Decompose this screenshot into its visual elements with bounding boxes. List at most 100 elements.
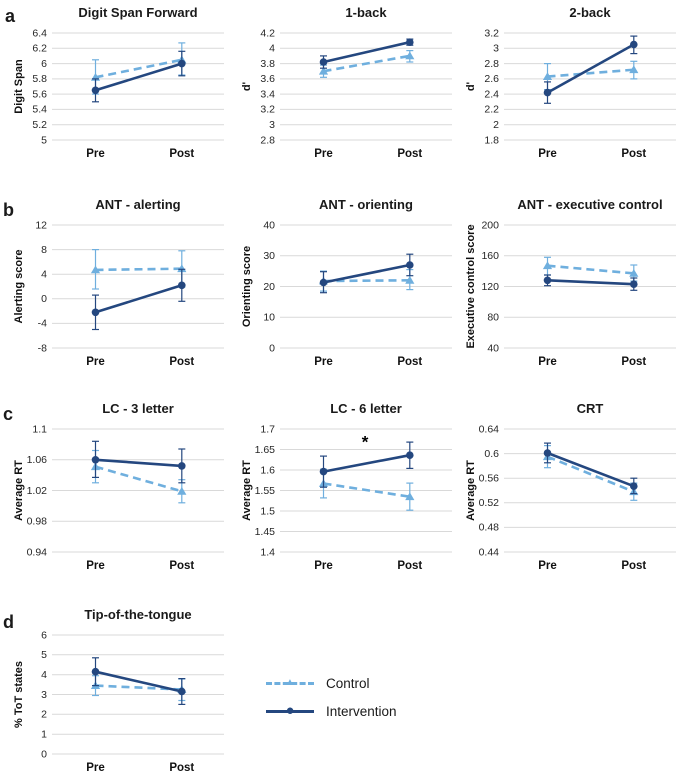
chart-canvas: 0.94 0.98 1.02 1.06 1.1 Average RT Pre Post — [8, 420, 232, 581]
y-tick-labels: 0 10 20 30 40 — [263, 219, 275, 354]
intervention-line-sample: ● — [266, 701, 314, 719]
chart-svg: 2.8 3 3.2 3.4 3.6 3.8 4 4.2 d' Pre Post — [241, 27, 452, 160]
svg-text:1.65: 1.65 — [255, 444, 276, 456]
chart-title: LC - 6 letter — [330, 401, 402, 416]
svg-text:2: 2 — [493, 119, 499, 131]
svg-text:40: 40 — [263, 219, 275, 231]
svg-text:1.6: 1.6 — [260, 464, 275, 476]
series-control — [318, 468, 415, 511]
svg-text:1.06: 1.06 — [27, 454, 48, 466]
dashed-line-swatch — [266, 681, 314, 685]
y-axis-label: Orienting score — [241, 246, 253, 327]
chart-svg: 0 1 2 3 4 5 6 % ToT states Pre Post — [13, 629, 224, 774]
chart-svg: 0.94 0.98 1.02 1.06 1.1 Average RT Pre Post — [13, 423, 224, 572]
triangle-marker-icon: ▲ — [285, 676, 295, 688]
chart-1-back: 1-back 2.8 3 3.2 3.4 3.6 3.8 4 4.2 d' Pre Post — [236, 4, 460, 169]
gridlines — [52, 32, 224, 141]
svg-text:Pre: Pre — [538, 148, 557, 160]
svg-text:0.94: 0.94 — [27, 546, 48, 558]
chart-title: Digit Span Forward — [78, 5, 198, 20]
significance-asterisk: * — [362, 432, 369, 451]
y-axis-label: Executive control score — [465, 224, 477, 348]
x-category-labels: Pre Post — [538, 148, 646, 160]
svg-text:5.8: 5.8 — [32, 73, 47, 85]
control-line-sample: ▲ — [266, 677, 314, 691]
series-intervention — [319, 253, 414, 294]
solid-line-swatch — [266, 709, 314, 713]
svg-text:2.4: 2.4 — [484, 88, 499, 100]
svg-text:Post: Post — [169, 560, 194, 572]
chart-2-back: 2-back 1.8 2 2.2 2.4 2.6 2.8 3 3.2 d' Pre Post — [460, 4, 684, 169]
chart-svg: -8 -4 0 4 8 12 Alerting score Pre Post — [13, 219, 224, 368]
circle-marker-icon: ● — [285, 701, 295, 719]
x-category-labels: Pre Post — [86, 560, 194, 572]
svg-text:200: 200 — [481, 219, 499, 231]
svg-text:Pre: Pre — [538, 560, 557, 572]
svg-text:5.2: 5.2 — [32, 119, 47, 131]
svg-text:1.02: 1.02 — [27, 485, 48, 497]
svg-text:Post: Post — [169, 356, 194, 368]
chart-digit-span-forward: Digit Span Forward 5 5.2 5.4 5.6 5.8 6 6.2 6.4 D… — [8, 4, 232, 169]
chart-svg: 5 5.2 5.4 5.6 5.8 6 6.2 6.4 Digit Span Pre Post — [13, 27, 224, 160]
svg-text:Post: Post — [397, 148, 422, 160]
svg-text:Pre: Pre — [86, 762, 105, 774]
chart-ant-orienting: ANT - orienting 0 10 20 30 40 Orienting score… — [236, 196, 460, 377]
svg-text:Post: Post — [397, 560, 422, 572]
y-axis-label: d' — [241, 81, 253, 91]
svg-text:20: 20 — [263, 281, 275, 293]
series-control — [542, 60, 639, 91]
gridlines — [52, 428, 224, 553]
y-axis-label: Average RT — [465, 460, 477, 521]
svg-text:0.98: 0.98 — [27, 516, 48, 528]
y-tick-labels: 0.44 0.48 0.52 0.56 0.6 0.64 — [479, 423, 500, 558]
svg-text:0.44: 0.44 — [479, 546, 500, 558]
gridlines — [52, 224, 224, 349]
svg-text:0: 0 — [269, 342, 275, 354]
x-category-labels: Pre Post — [314, 560, 422, 572]
panel-letter-a: a — [5, 6, 16, 26]
svg-text:2.6: 2.6 — [484, 73, 499, 85]
legend-item-control: ▲ Control — [266, 676, 397, 691]
svg-text:0.6: 0.6 — [484, 448, 499, 460]
series-intervention — [91, 440, 186, 484]
svg-text:2.2: 2.2 — [484, 104, 499, 116]
svg-text:Post: Post — [169, 148, 194, 160]
panel-letter-c: c — [3, 404, 14, 424]
svg-text:4.2: 4.2 — [260, 27, 275, 39]
svg-text:0: 0 — [41, 293, 47, 305]
x-category-labels: Pre Post — [86, 356, 194, 368]
gridlines — [504, 32, 676, 141]
chart-title: ANT - executive control — [517, 197, 663, 212]
svg-text:0.52: 0.52 — [479, 497, 500, 509]
svg-text:120: 120 — [481, 281, 499, 293]
y-tick-labels: -8 -4 0 4 8 12 — [35, 219, 47, 354]
svg-text:1.45: 1.45 — [255, 526, 276, 538]
svg-text:1.1: 1.1 — [32, 423, 47, 435]
x-category-labels: Pre Post — [86, 148, 194, 160]
svg-text:1: 1 — [41, 728, 47, 740]
svg-text:3: 3 — [41, 689, 47, 701]
chart-ant-alerting: ANT - alerting -8 -4 0 4 8 12 Alerting score Pr… — [8, 196, 232, 377]
series-intervention — [91, 268, 186, 331]
chart-lc-6-letter: LC - 6 letter 1.4 1.45 1.5 1.55 1.6 1.65 1.7 Av… — [236, 400, 460, 581]
svg-text:3.2: 3.2 — [260, 104, 275, 116]
svg-text:12: 12 — [35, 219, 47, 231]
svg-text:6.2: 6.2 — [32, 43, 47, 55]
legend-label-intervention: Intervention — [326, 704, 397, 719]
y-tick-labels: 1.8 2 2.2 2.4 2.6 2.8 3 3.2 — [484, 27, 499, 146]
series-control — [90, 449, 187, 504]
svg-text:30: 30 — [263, 250, 275, 262]
series-control — [90, 248, 187, 290]
svg-text:0.64: 0.64 — [479, 423, 500, 435]
svg-text:6.4: 6.4 — [32, 27, 47, 39]
svg-text:3.2: 3.2 — [484, 27, 499, 39]
svg-text:1.8: 1.8 — [484, 134, 499, 146]
svg-text:3.4: 3.4 — [260, 88, 275, 100]
svg-text:Post: Post — [169, 762, 194, 774]
chart-tip-of-the-tongue: Tip-of-the-tongue 0 1 2 3 4 5 6 % ToT states Pre… — [8, 606, 232, 783]
series-control — [542, 256, 639, 282]
series-intervention — [91, 50, 186, 103]
chart-title: ANT - alerting — [95, 197, 181, 212]
series-intervention — [543, 274, 638, 291]
